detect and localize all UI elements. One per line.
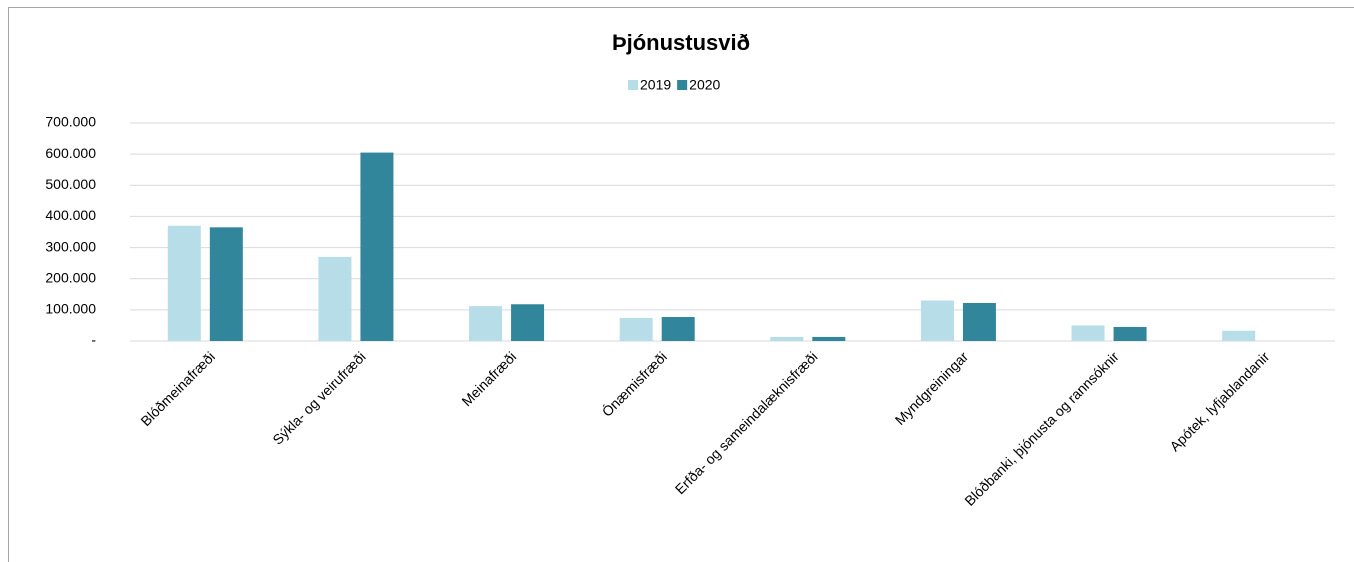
y-tick-label: 600.000: [45, 145, 96, 161]
x-tick-label: Apótek, lyfjablandanir: [1166, 348, 1272, 454]
x-tick-label: Blóðmeinafræði: [137, 348, 218, 429]
legend-swatch: [677, 80, 688, 90]
y-tick-label: 400.000: [45, 207, 96, 223]
x-tick-label: Ónæmisfræði: [599, 348, 670, 419]
bar: [167, 225, 201, 341]
y-tick-label: 700.000: [45, 114, 96, 130]
bar: [318, 256, 352, 341]
y-tick-label: 100.000: [45, 301, 96, 317]
chart-title: Þjónustusvið: [612, 30, 750, 55]
chart-frame: [8, 7, 1354, 562]
bar: [661, 317, 695, 341]
bar: [1222, 330, 1256, 341]
bar: [511, 304, 545, 341]
bar: [1113, 326, 1147, 341]
bar: [962, 303, 996, 341]
legend-label: 2019: [640, 77, 671, 93]
x-tick-label: Myndgreiningar: [892, 348, 972, 428]
bar: [920, 300, 954, 341]
x-tick-label: Erfða- og sameindalæknisfræði: [672, 348, 821, 497]
y-tick-label: 300.000: [45, 238, 96, 254]
y-tick-label: 500.000: [45, 176, 96, 192]
x-tick-label: Blóðbanki, þjónusta og rannsóknir: [961, 348, 1122, 509]
y-tick-label: -: [91, 332, 96, 348]
bar: [469, 306, 503, 341]
legend-label: 2020: [689, 77, 720, 93]
bar: [619, 317, 653, 341]
bar: [209, 227, 243, 341]
bar: [812, 336, 846, 341]
bar: [770, 336, 804, 341]
x-tick-label: Sýkla- og veirufræði: [269, 348, 368, 447]
legend-swatch: [628, 80, 638, 90]
y-tick-label: 200.000: [45, 269, 96, 285]
bar: [1071, 325, 1105, 341]
bar: [360, 152, 394, 341]
x-tick-label: Meinafræði: [458, 348, 519, 409]
